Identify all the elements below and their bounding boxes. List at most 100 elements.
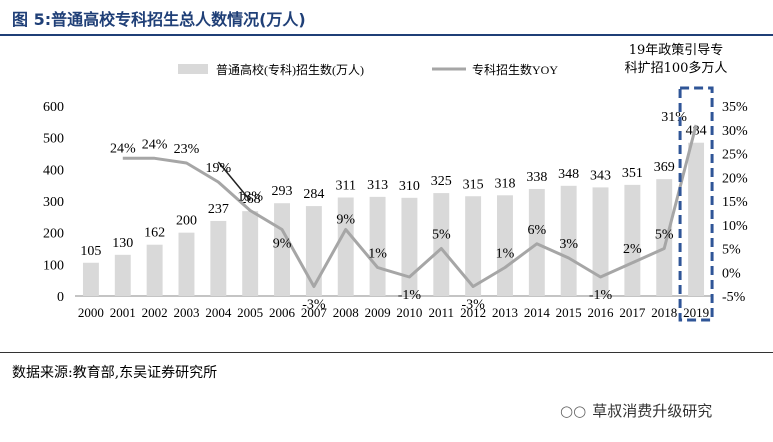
- highlight-box-2019: [678, 86, 714, 322]
- yoy-value-label: 6%: [527, 223, 546, 238]
- yoy-value-label: 5%: [432, 228, 451, 243]
- yoy-value-label: 23%: [174, 142, 200, 157]
- bar-value-label: 162: [144, 226, 165, 241]
- y-right-tick-label: 35%: [722, 100, 748, 115]
- bar: [433, 193, 450, 296]
- data-source: 数据来源:教育部,东吴证券研究所: [12, 365, 218, 381]
- watermark-text: 草叔消费升级研究: [592, 402, 713, 420]
- x-tick-label: 2006: [269, 305, 296, 320]
- policy-annotation: 19年政策引导专 科扩招100多万人: [606, 42, 746, 78]
- x-tick-label: 2001: [110, 305, 136, 320]
- legend-bar-label: 普通高校(专科)招生数(万人): [216, 62, 364, 77]
- bar: [305, 206, 322, 296]
- bar: [624, 184, 641, 296]
- bar-value-label: 311: [335, 179, 355, 194]
- figure-title: 图 5:普通高校专科招生总人数情况(万人): [12, 10, 306, 29]
- bar: [401, 197, 418, 296]
- bar: [146, 244, 163, 296]
- enrollment-chart: 普通高校(专科)招生数(万人) 专科招生数YOY 0 100 200 300 400 500…: [43, 62, 748, 322]
- x-tick-label: 2012: [460, 305, 486, 320]
- bar-value-label: 318: [494, 176, 515, 191]
- leader-line: [217, 161, 251, 201]
- yoy-value-label: 24%: [110, 141, 136, 156]
- bar-value-label: 325: [431, 174, 452, 189]
- x-tick-label: 2017: [619, 305, 646, 320]
- annotation-line-2: 科扩招100多万人: [624, 61, 728, 76]
- bar-value-label: 310: [399, 179, 420, 194]
- bar-value-label: 343: [590, 168, 611, 183]
- title-bar: 图 5:普通高校专科招生总人数情况(万人): [0, 0, 773, 36]
- yoy-value-label: 13%: [237, 190, 263, 205]
- x-tick-label: 2007: [301, 305, 328, 320]
- bar-value-label: 284: [303, 187, 324, 202]
- bar: [560, 185, 577, 296]
- annotation-line-1: 19年政策引导专: [628, 43, 724, 58]
- bar: [82, 262, 99, 296]
- bar-value-label: 293: [272, 184, 293, 199]
- yoy-value-label: -1%: [589, 288, 613, 303]
- y-right-tick-label: -5%: [722, 290, 746, 305]
- bar-value-label: 484: [686, 124, 707, 139]
- y-right-tick-label: 20%: [722, 171, 748, 186]
- y-left-tick-label: 400: [43, 163, 64, 178]
- bar: [337, 197, 354, 296]
- bar: [210, 220, 227, 296]
- chart-legend: 普通高校(专科)招生数(万人) 专科招生数YOY: [178, 62, 558, 77]
- yoy-value-label: 1%: [496, 247, 515, 262]
- yoy-value-label: 5%: [655, 228, 674, 243]
- yoy-value-label: 1%: [368, 247, 387, 262]
- bar-value-label: 105: [80, 244, 101, 259]
- y-left-tick-label: 0: [57, 290, 64, 305]
- x-tick-label: 2008: [333, 305, 359, 320]
- x-tick-label: 2009: [365, 305, 391, 320]
- watermark: ○○ 草叔消费升级研究: [560, 400, 712, 421]
- bar: [592, 187, 609, 296]
- bar-value-label: 130: [112, 236, 133, 251]
- legend-line-label: 专科招生数YOY: [472, 62, 558, 77]
- bar-value-label: 338: [526, 170, 547, 185]
- bar: [114, 254, 131, 296]
- y-right-tick-label: 30%: [722, 124, 748, 139]
- bar: [465, 196, 482, 296]
- source-divider: [0, 352, 773, 353]
- x-tick-label: 2005: [237, 305, 263, 320]
- x-tick-label: 2010: [396, 305, 422, 320]
- x-tick-label: 2015: [556, 305, 582, 320]
- y-left-tick-label: 600: [43, 100, 64, 115]
- yoy-value-label: 19%: [205, 161, 231, 176]
- x-tick-label: 2011: [429, 305, 455, 320]
- legend-bar-swatch: [178, 64, 208, 74]
- bar: [688, 142, 705, 296]
- y-right-tick-label: 0%: [722, 266, 741, 281]
- y-left-tick-label: 200: [43, 227, 64, 242]
- yoy-line: [122, 124, 698, 288]
- y-right-tick-label: 25%: [722, 148, 748, 163]
- bar: [656, 179, 673, 296]
- x-tick-label: 2019: [683, 305, 709, 320]
- y-right-tick-label: 15%: [722, 195, 748, 210]
- y-right-tick-label: 10%: [722, 219, 748, 234]
- wechat-icon: ○○: [560, 402, 587, 420]
- yoy-value-label: 9%: [273, 237, 292, 252]
- bar-value-label: 351: [622, 166, 643, 181]
- bar-value-label: 313: [367, 178, 388, 193]
- yoy-value-label: 3%: [559, 237, 578, 252]
- y-left-tick-label: 500: [43, 132, 64, 147]
- bar-value-label: 315: [463, 177, 484, 192]
- y-left-tick-label: 100: [43, 258, 64, 273]
- x-tick-label: 2014: [524, 305, 551, 320]
- x-tick-label: 2016: [588, 305, 615, 320]
- y-left-tick-label: 300: [43, 195, 64, 210]
- bar-value-label: 348: [558, 167, 579, 182]
- yoy-value-label: 24%: [142, 137, 168, 152]
- bar: [369, 196, 386, 296]
- bar-value-label: 369: [654, 160, 675, 175]
- yoy-value-label: 31%: [661, 110, 687, 125]
- yoy-value-label: 9%: [336, 213, 355, 228]
- bar-value-label: 237: [208, 202, 229, 217]
- bar-value-label: 200: [176, 214, 197, 229]
- yoy-value-label: -3%: [302, 298, 326, 313]
- x-tick-label: 2003: [173, 305, 199, 320]
- yoy-value-label: -1%: [398, 288, 422, 303]
- x-tick-label: 2004: [205, 305, 232, 320]
